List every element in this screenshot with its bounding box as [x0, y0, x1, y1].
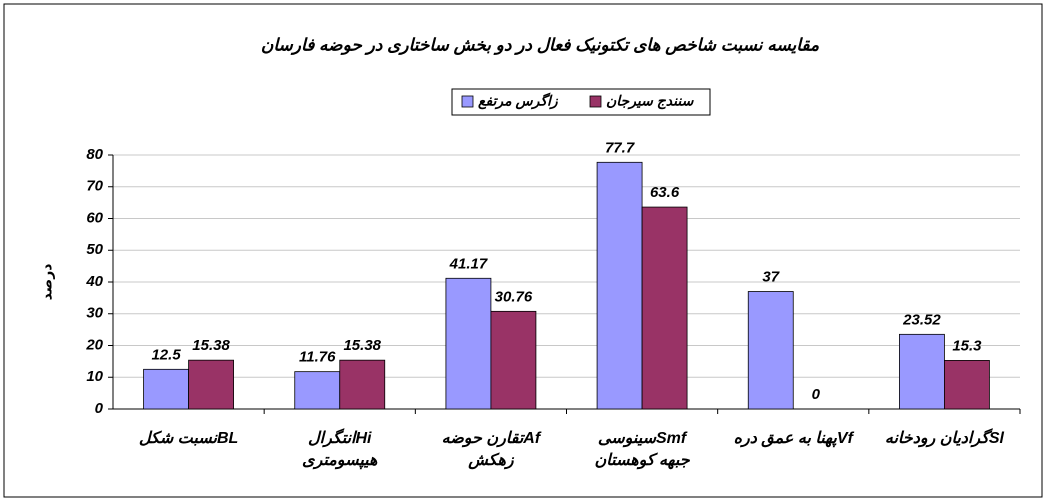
data-label: 23.52	[902, 311, 941, 328]
y-tick-label: 20	[85, 336, 103, 353]
bar	[188, 359, 234, 410]
data-label: 0	[812, 386, 821, 403]
data-label: 63.6	[650, 184, 680, 201]
bar	[143, 368, 189, 410]
chart-title: مقایسه نسبت شاخص های تکتونیک فعال در دو …	[261, 35, 820, 55]
data-label: 77.7	[605, 139, 635, 156]
y-tick-label: 30	[86, 305, 103, 322]
x-tick-label: انتگرالHi	[308, 428, 372, 448]
legend-label: زاگرس مرتفع	[478, 93, 559, 110]
data-label: 15.38	[192, 337, 230, 354]
y-axis-label: درصد	[39, 264, 55, 301]
bar	[294, 371, 341, 410]
bar	[445, 277, 492, 410]
legend-box	[451, 88, 711, 116]
data-label: 12.5	[151, 346, 181, 363]
bar	[490, 310, 537, 410]
bar	[899, 333, 945, 410]
legend-label: سنندج سیرجان	[606, 93, 695, 110]
bar	[747, 291, 794, 410]
legend-swatch	[461, 95, 474, 108]
bar	[641, 206, 688, 410]
data-label: 41.17	[449, 255, 488, 272]
x-tick-label: پهنا به عمق درهVf	[734, 430, 855, 448]
y-tick-label: 60	[86, 209, 103, 226]
data-label: 15.38	[343, 337, 381, 354]
legend-swatch	[589, 95, 602, 108]
x-tick-label: نسبت شکلBL	[139, 430, 238, 447]
y-tick-label: 80	[86, 146, 103, 163]
data-label: 37	[762, 268, 779, 285]
y-tick-label: 10	[86, 368, 103, 385]
bar	[944, 360, 990, 410]
x-tick-label: هیپسومتری	[302, 452, 378, 470]
bar	[339, 359, 386, 410]
x-tick-label: جبهه کوهستان	[594, 452, 690, 470]
y-tick-label: 40	[85, 273, 103, 290]
y-tick-label: 70	[86, 178, 103, 195]
data-label: 15.3	[952, 337, 982, 354]
x-tick-label: زهکش	[467, 452, 515, 470]
x-tick-label: گرادیان رودخانهSl	[885, 428, 1005, 448]
y-tick-label: 50	[86, 241, 103, 258]
bar	[596, 161, 643, 410]
y-tick-label: 0	[95, 400, 104, 417]
data-label: 30.76	[495, 288, 533, 305]
x-tick-label: تقارن حوضهAf	[442, 430, 542, 448]
x-tick-label: سینوسیSmf	[598, 430, 688, 448]
data-label: 11.76	[299, 349, 336, 366]
